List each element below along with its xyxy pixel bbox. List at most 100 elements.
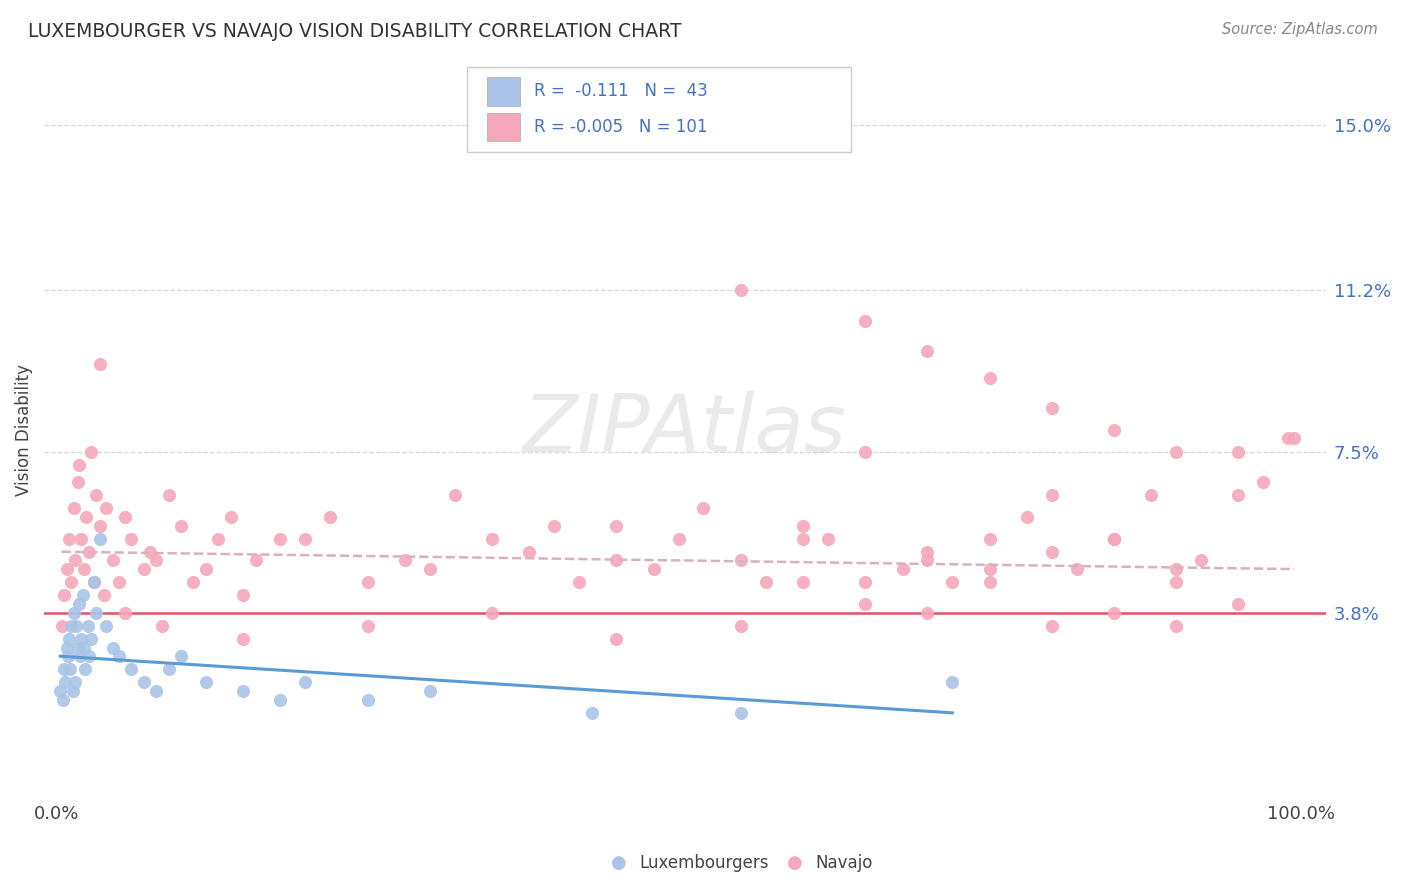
Point bbox=[86, 488, 108, 502]
Point bbox=[917, 344, 939, 359]
Text: Navajo: Navajo bbox=[815, 855, 873, 872]
Point bbox=[83, 575, 105, 590]
Point bbox=[269, 532, 291, 546]
Point bbox=[1166, 444, 1188, 458]
Point bbox=[979, 532, 1001, 546]
Point bbox=[66, 640, 89, 655]
Point bbox=[269, 692, 291, 706]
Point bbox=[356, 692, 378, 706]
Point bbox=[394, 553, 416, 567]
Point bbox=[356, 575, 378, 590]
Point bbox=[120, 662, 142, 676]
Point bbox=[730, 284, 752, 298]
Point bbox=[730, 618, 752, 632]
Point bbox=[1040, 544, 1063, 558]
Point bbox=[1166, 562, 1188, 576]
Point bbox=[1227, 444, 1250, 458]
Point bbox=[1227, 597, 1250, 611]
Point bbox=[755, 575, 778, 590]
Point bbox=[150, 618, 173, 632]
Point bbox=[568, 575, 591, 590]
Point bbox=[170, 518, 193, 533]
Point bbox=[1040, 488, 1063, 502]
Text: LUXEMBOURGER VS NAVAJO VISION DISABILITY CORRELATION CHART: LUXEMBOURGER VS NAVAJO VISION DISABILITY… bbox=[28, 22, 682, 41]
Point bbox=[245, 553, 267, 567]
Point bbox=[979, 562, 1001, 576]
Point bbox=[63, 501, 86, 516]
Point bbox=[65, 618, 87, 632]
Point bbox=[941, 575, 963, 590]
Point bbox=[70, 532, 93, 546]
Text: R = -0.005   N = 101: R = -0.005 N = 101 bbox=[534, 118, 707, 136]
Point bbox=[86, 606, 108, 620]
Text: ZIPAtlas: ZIPAtlas bbox=[523, 391, 846, 469]
Point bbox=[114, 606, 136, 620]
Point bbox=[853, 597, 876, 611]
Point bbox=[792, 532, 814, 546]
Point bbox=[792, 518, 814, 533]
Point bbox=[89, 358, 111, 372]
Point bbox=[96, 501, 118, 516]
Point bbox=[49, 684, 72, 698]
Point bbox=[1102, 532, 1125, 546]
Point bbox=[63, 675, 86, 690]
Point bbox=[891, 562, 914, 576]
Point bbox=[792, 575, 814, 590]
Point bbox=[67, 458, 90, 472]
Point bbox=[89, 532, 111, 546]
Point bbox=[101, 640, 124, 655]
Point bbox=[419, 562, 441, 576]
Point bbox=[219, 509, 242, 524]
Point bbox=[70, 632, 93, 646]
Point bbox=[63, 606, 86, 620]
Point bbox=[55, 640, 77, 655]
Point bbox=[170, 649, 193, 664]
Point bbox=[730, 553, 752, 567]
Text: Luxembourgers: Luxembourgers bbox=[640, 855, 769, 872]
Point bbox=[1015, 509, 1038, 524]
Text: ●: ● bbox=[786, 855, 803, 872]
Point bbox=[60, 575, 83, 590]
Point bbox=[294, 532, 316, 546]
Point bbox=[80, 632, 103, 646]
Text: R =  -0.111   N =  43: R = -0.111 N = 43 bbox=[534, 82, 707, 101]
Point bbox=[145, 553, 167, 567]
Point bbox=[1040, 401, 1063, 415]
Point bbox=[96, 618, 118, 632]
Point bbox=[917, 553, 939, 567]
Point bbox=[853, 444, 876, 458]
Point bbox=[101, 553, 124, 567]
Point bbox=[1284, 432, 1306, 446]
Y-axis label: Vision Disability: Vision Disability bbox=[15, 364, 32, 496]
Point bbox=[83, 575, 105, 590]
Point bbox=[63, 553, 86, 567]
Point bbox=[73, 640, 96, 655]
Point bbox=[941, 675, 963, 690]
Point bbox=[60, 618, 83, 632]
Point bbox=[853, 575, 876, 590]
Point bbox=[207, 532, 229, 546]
Point bbox=[232, 632, 254, 646]
Point bbox=[194, 562, 217, 576]
Point bbox=[114, 509, 136, 524]
Point bbox=[69, 649, 91, 664]
Point bbox=[80, 444, 103, 458]
Point bbox=[1189, 553, 1212, 567]
Point bbox=[1253, 475, 1275, 489]
Point bbox=[53, 675, 76, 690]
Point bbox=[157, 662, 180, 676]
Text: Source: ZipAtlas.com: Source: ZipAtlas.com bbox=[1222, 22, 1378, 37]
Point bbox=[93, 588, 115, 602]
Point bbox=[668, 532, 690, 546]
Point bbox=[979, 370, 1001, 384]
Point bbox=[443, 488, 465, 502]
Point bbox=[58, 532, 80, 546]
Point bbox=[605, 553, 627, 567]
Point bbox=[643, 562, 665, 576]
Point bbox=[75, 509, 97, 524]
Point bbox=[1040, 618, 1063, 632]
Point bbox=[1102, 532, 1125, 546]
Point bbox=[581, 706, 603, 720]
Point bbox=[1140, 488, 1163, 502]
Point bbox=[917, 544, 939, 558]
